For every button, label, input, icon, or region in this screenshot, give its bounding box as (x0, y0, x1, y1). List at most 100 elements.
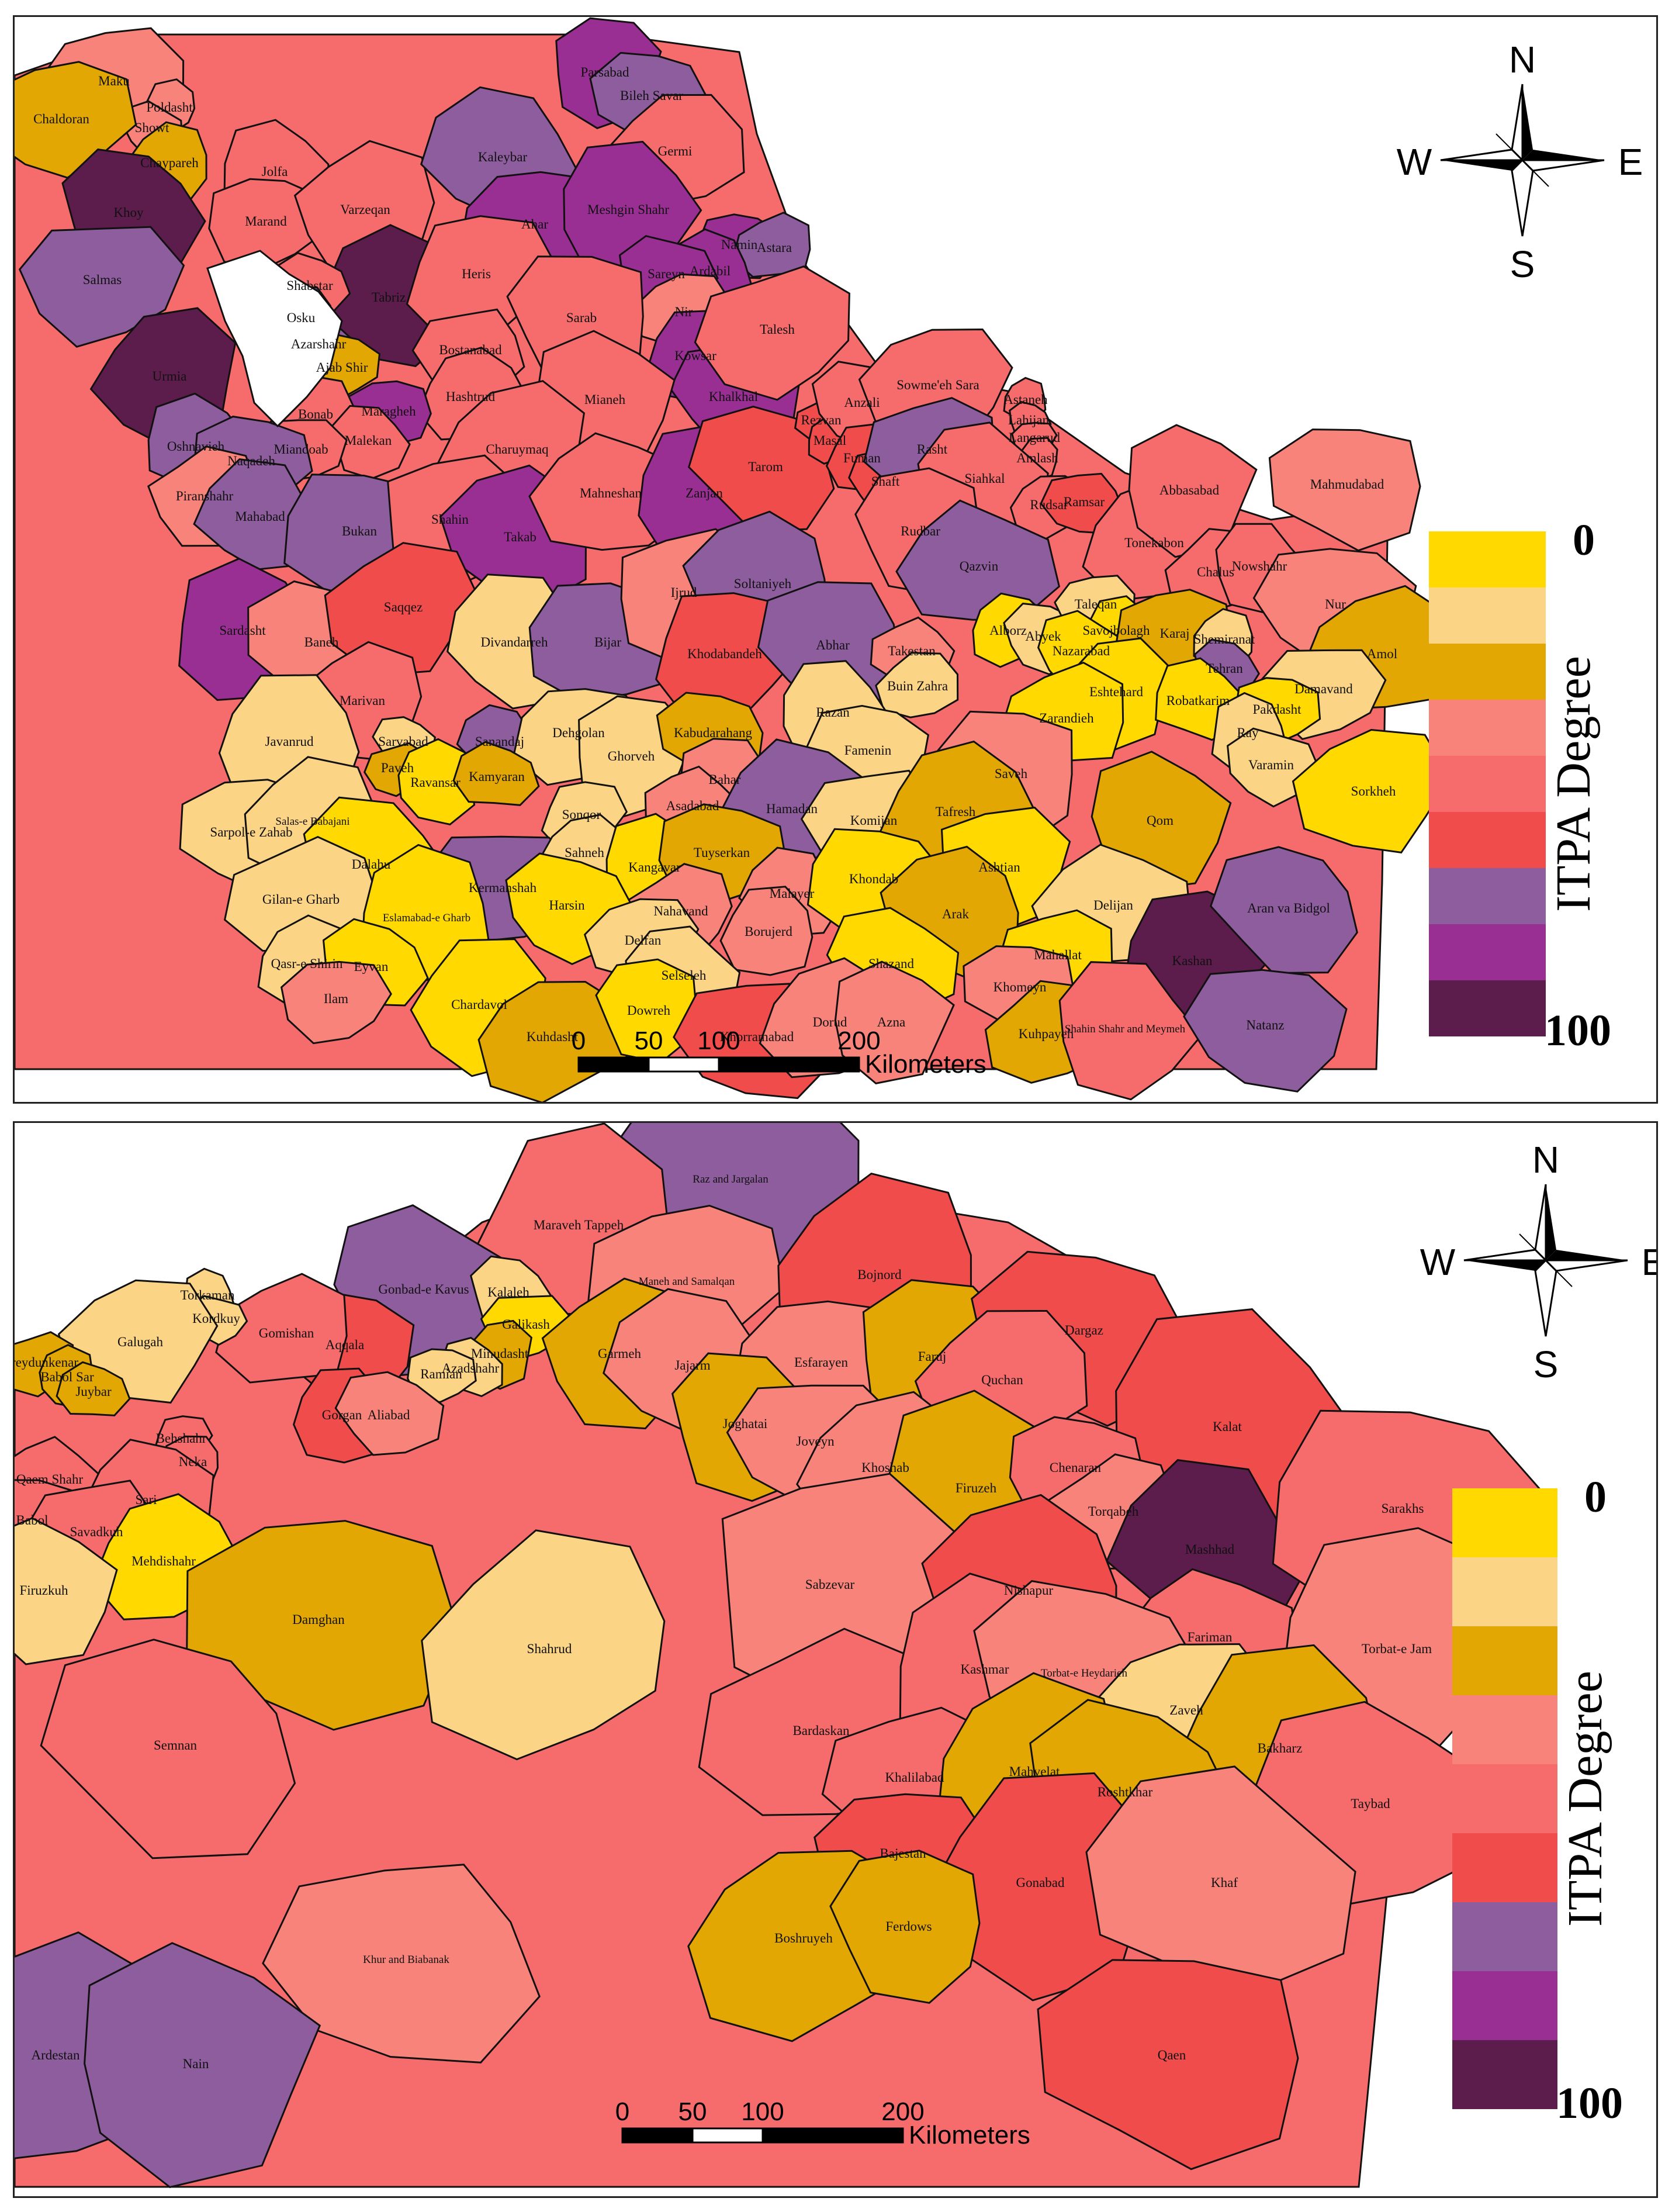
region-label-bileh-savar: Bileh Savar (620, 88, 683, 103)
region-label-kalaleh: Kalaleh (487, 1285, 529, 1299)
region-label-tuyserkan: Tuyserkan (694, 845, 750, 860)
region-label-roshtkhar: Roshtkhar (1098, 1785, 1153, 1799)
region-label-kuhpayeh: Kuhpayeh (1019, 1026, 1074, 1041)
region-label-varamin: Varamin (1248, 758, 1294, 772)
region-label-buin-zahra: Buin Zahra (887, 679, 948, 693)
region-label-saqqez: Saqqez (384, 600, 423, 614)
region-label-qaem-shahr: Qaem Shahr (16, 1472, 84, 1487)
scale-segment-1 (621, 2127, 694, 2144)
region-label-joghatai: Joghatai (723, 1416, 768, 1431)
region-aliabad (334, 1371, 445, 1456)
region-label-eshtehard: Eshtehard (1089, 685, 1143, 699)
region-label-nishapur: Nishapur (1004, 1583, 1054, 1598)
region-label-asadabad: Asadabad (666, 799, 719, 813)
region-label-bardaskan: Bardaskan (792, 1723, 850, 1738)
region-kamyaran (452, 741, 540, 806)
region-label-mahallat: Mahallat (1034, 948, 1082, 962)
legend-swatch-7 (1452, 1902, 1557, 1971)
region-label-chaldoran: Chaldoran (33, 112, 89, 126)
scale-segment-3 (761, 2127, 904, 2144)
region-label-masal: Masal (814, 433, 846, 448)
region-aran-va-bidgol (1209, 846, 1358, 974)
region-label-azna: Azna (877, 1015, 906, 1029)
region-label-chalus: Chalus (1197, 565, 1234, 579)
legend-swatch-6 (1429, 812, 1546, 868)
region-label-aqqala: Aqqala (326, 1337, 364, 1352)
region-label-ashtian: Ashtian (978, 860, 1020, 875)
region-label-savojbolagh: Savojbolagh (1083, 623, 1150, 638)
region-label-meshgin-shahr: Meshgin Shahr (587, 202, 669, 217)
region-label-khoy: Khoy (113, 205, 144, 220)
region-label-bahar: Bahar (709, 772, 741, 787)
region-label-khomeyn: Khomeyn (993, 980, 1047, 994)
northwest-map: Maku Poldasht Showt Chaldoran Chaypareh Khoy S… (15, 17, 1643, 1102)
region-label-torbat-e-jam: Torbat-e Jam (1362, 1641, 1432, 1656)
region-label-quchan: Quchan (981, 1373, 1023, 1387)
region-label-khalilabad: Khalilabad (885, 1770, 944, 1785)
region-label-mehdishahr: Mehdishahr (131, 1554, 196, 1568)
region-label-zaveh: Zaveh (1169, 1703, 1203, 1717)
region-label-qazvin: Qazvin (960, 559, 999, 573)
region-label-poldasht: Poldasht (146, 100, 193, 115)
region-label-qom: Qom (1147, 813, 1173, 828)
region-shahrud (421, 1529, 666, 1761)
scale-segment-2 (691, 2127, 764, 2144)
region-semnan (40, 1639, 296, 1860)
region-label-jajarm: Jajarm (674, 1358, 710, 1373)
region-label-parsabad: Parsabad (580, 65, 629, 80)
region-label-juybar: Juybar (75, 1384, 112, 1399)
region-label-komijan: Komijan (850, 813, 898, 828)
region-label-firuzkuh: Firuzkuh (19, 1583, 68, 1598)
region-label-khodabandeh: Khodabandeh (687, 647, 762, 661)
region-label-rasht: Rasht (917, 442, 948, 457)
region-label-soltaniyeh: Soltaniyeh (734, 576, 792, 591)
compass-west-label: W (1420, 1241, 1456, 1283)
region-label-famenin: Famenin (844, 743, 892, 758)
region-firuzkuh (15, 1517, 118, 1665)
region-label-borujerd: Borujerd (745, 924, 792, 939)
region-label-namin: Namin (721, 237, 758, 252)
region-label-ajab-shir: Ajab Shir (316, 360, 368, 375)
region-label-rezvan: Rezvan (801, 413, 842, 427)
region-label-fariman: Fariman (1188, 1630, 1233, 1644)
region-label-ravansar: Ravansar (410, 775, 461, 790)
region-label-takab: Takab (504, 530, 536, 544)
legend-swatch-4 (1429, 700, 1546, 756)
region-ilam (280, 960, 392, 1045)
region-label-chenaran: Chenaran (1050, 1460, 1102, 1475)
region-label-saveh: Saveh (995, 766, 1028, 781)
region-label-chaypareh: Chaypareh (140, 155, 199, 170)
region-label-fereydunkenar: Fereydunkenar (15, 1355, 78, 1370)
region-label-naqadeh: Naqadeh (227, 454, 275, 468)
region-label-shabstar: Shabstar (286, 278, 333, 293)
map-panel-northeast: Raz and Jargalan Maraveh Tappeh Gonbad-e K… (13, 1121, 1658, 2198)
legend-swatch-1 (1452, 1488, 1557, 1557)
region-label-neka: Neka (179, 1454, 207, 1469)
region-label-shahrud: Shahrud (527, 1641, 572, 1656)
region-label-abbasabad: Abbasabad (1159, 483, 1220, 497)
region-ferdows (829, 1850, 981, 2004)
region-label-ferdows: Ferdows (885, 1919, 932, 1934)
region-label-kabudarahang: Kabudarahang (674, 725, 753, 740)
compass-east-label: E (1642, 1241, 1658, 1283)
region-label-semnan: Semnan (154, 1738, 198, 1753)
region-label-galugah: Galugah (117, 1335, 163, 1349)
legend-swatch-2 (1429, 587, 1546, 644)
scale-tick-50: 50 (635, 1026, 663, 1055)
region-label-anzali: Anzali (844, 395, 880, 410)
legend-title: ITPA Degree (1558, 1671, 1612, 1927)
region-label-marivan: Marivan (340, 693, 385, 708)
region-label-kowsar: Kowsar (674, 348, 716, 363)
region-label-heris: Heris (462, 267, 491, 281)
region-qaen (1037, 1959, 1299, 2170)
region-label-kashan: Kashan (1172, 953, 1213, 968)
region-label-gorgan: Gorgan (322, 1408, 362, 1422)
region-label-jolfa: Jolfa (262, 164, 288, 179)
region-talesh (694, 265, 850, 401)
region-khaf (1085, 1765, 1356, 1990)
region-label-minudasht: Minudasht (471, 1346, 529, 1361)
region-label-nazarabad: Nazarabad (1053, 644, 1110, 658)
region-gomishan (215, 1273, 348, 1384)
region-borujerd (719, 886, 814, 976)
region-label-ijrud: Ijrud (671, 585, 697, 600)
